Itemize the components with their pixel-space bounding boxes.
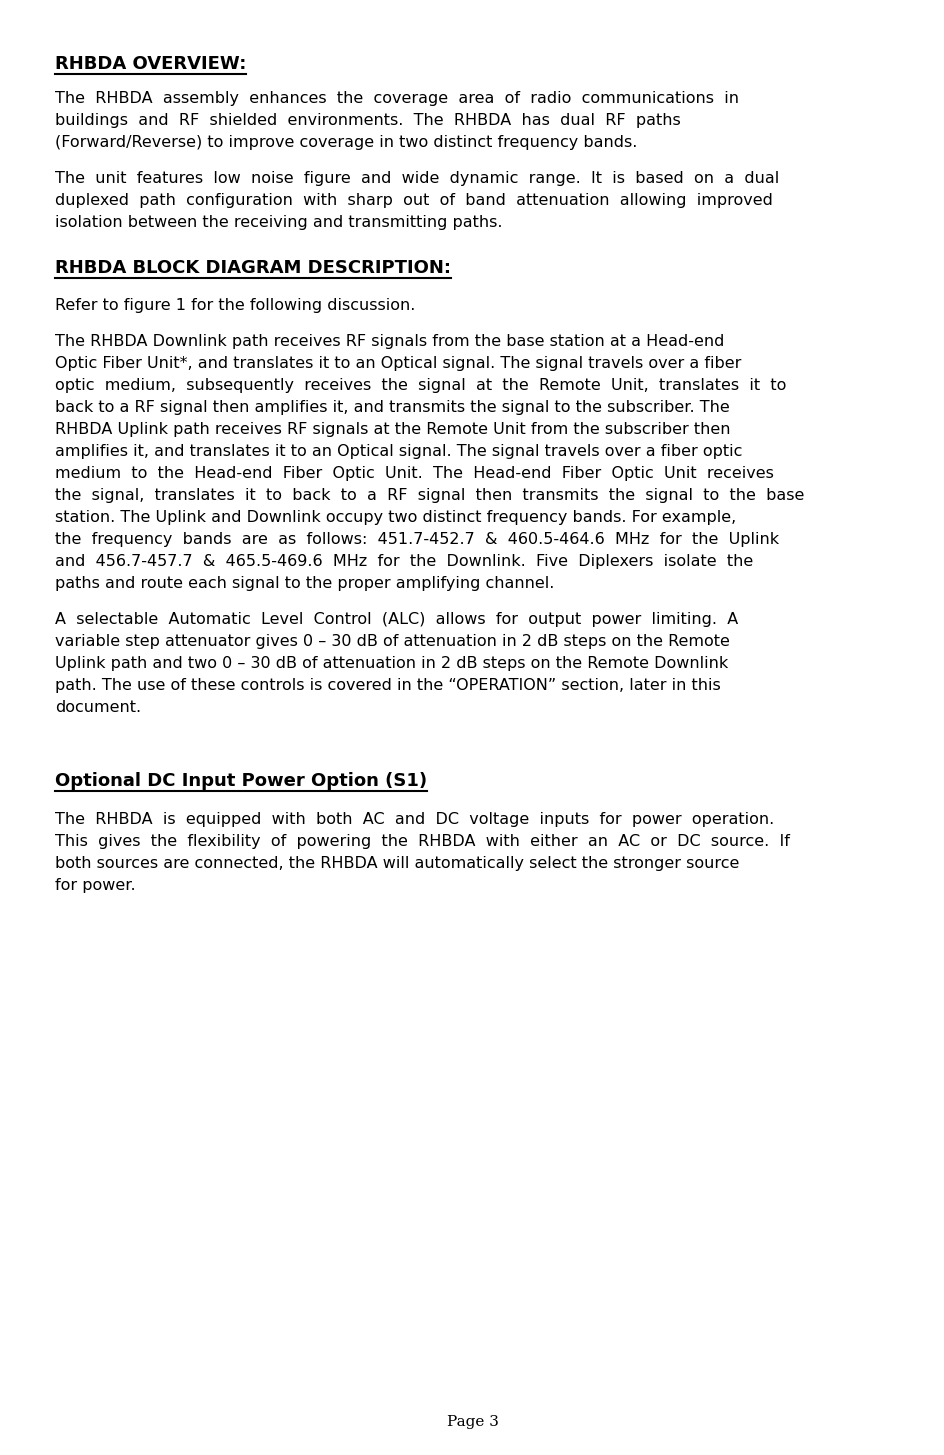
Text: the  frequency  bands  are  as  follows:  451.7-452.7  &  460.5-464.6  MHz  for : the frequency bands are as follows: 451.… — [55, 533, 778, 547]
Text: The  RHBDA  assembly  enhances  the  coverage  area  of  radio  communications  : The RHBDA assembly enhances the coverage… — [55, 90, 738, 106]
Text: path. The use of these controls is covered in the “OPERATION” section, later in : path. The use of these controls is cover… — [55, 678, 720, 693]
Text: medium  to  the  Head-end  Fiber  Optic  Unit.  The  Head-end  Fiber  Optic  Uni: medium to the Head-end Fiber Optic Unit.… — [55, 466, 773, 482]
Text: The  unit  features  low  noise  figure  and  wide  dynamic  range.  It  is  bas: The unit features low noise figure and w… — [55, 170, 779, 186]
Text: Page 3: Page 3 — [447, 1416, 497, 1429]
Text: station. The Uplink and Downlink occupy two distinct frequency bands. For exampl: station. The Uplink and Downlink occupy … — [55, 511, 735, 525]
Text: Optic Fiber Unit*, and translates it to an Optical signal. The signal travels ov: Optic Fiber Unit*, and translates it to … — [55, 356, 741, 371]
Text: document.: document. — [55, 700, 141, 714]
Text: and  456.7-457.7  &  465.5-469.6  MHz  for  the  Downlink.  Five  Diplexers  iso: and 456.7-457.7 & 465.5-469.6 MHz for th… — [55, 554, 752, 569]
Text: Uplink path and two 0 – 30 dB of attenuation in 2 dB steps on the Remote Downlin: Uplink path and two 0 – 30 dB of attenua… — [55, 656, 728, 671]
Text: A  selectable  Automatic  Level  Control  (ALC)  allows  for  output  power  lim: A selectable Automatic Level Control (AL… — [55, 613, 737, 627]
Text: The  RHBDA  is  equipped  with  both  AC  and  DC  voltage  inputs  for  power  : The RHBDA is equipped with both AC and D… — [55, 812, 773, 826]
Text: The RHBDA Downlink path receives RF signals from the base station at a Head-end: The RHBDA Downlink path receives RF sign… — [55, 335, 724, 349]
Text: This  gives  the  flexibility  of  powering  the  RHBDA  with  either  an  AC  o: This gives the flexibility of powering t… — [55, 834, 789, 848]
Text: buildings  and  RF  shielded  environments.  The  RHBDA  has  dual  RF  paths: buildings and RF shielded environments. … — [55, 112, 680, 128]
Text: Refer to figure 1 for the following discussion.: Refer to figure 1 for the following disc… — [55, 298, 415, 313]
Text: RHBDA BLOCK DIAGRAM DESCRIPTION:: RHBDA BLOCK DIAGRAM DESCRIPTION: — [55, 259, 450, 276]
Text: (Forward/Reverse) to improve coverage in two distinct frequency bands.: (Forward/Reverse) to improve coverage in… — [55, 134, 636, 150]
Text: isolation between the receiving and transmitting paths.: isolation between the receiving and tran… — [55, 214, 502, 230]
Text: RHBDA OVERVIEW:: RHBDA OVERVIEW: — [55, 55, 246, 73]
Text: the  signal,  translates  it  to  back  to  a  RF  signal  then  transmits  the : the signal, translates it to back to a R… — [55, 487, 803, 503]
Text: amplifies it, and translates it to an Optical signal. The signal travels over a : amplifies it, and translates it to an Op… — [55, 444, 742, 460]
Text: optic  medium,  subsequently  receives  the  signal  at  the  Remote  Unit,  tra: optic medium, subsequently receives the … — [55, 378, 785, 393]
Text: Optional DC Input Power Option (S1): Optional DC Input Power Option (S1) — [55, 773, 427, 790]
Text: for power.: for power. — [55, 877, 136, 893]
Text: paths and route each signal to the proper amplifying channel.: paths and route each signal to the prope… — [55, 576, 554, 591]
Text: RHBDA Uplink path receives RF signals at the Remote Unit from the subscriber the: RHBDA Uplink path receives RF signals at… — [55, 422, 730, 436]
Text: duplexed  path  configuration  with  sharp  out  of  band  attenuation  allowing: duplexed path configuration with sharp o… — [55, 192, 772, 208]
Text: variable step attenuator gives 0 – 30 dB of attenuation in 2 dB steps on the Rem: variable step attenuator gives 0 – 30 dB… — [55, 634, 729, 649]
Text: both sources are connected, the RHBDA will automatically select the stronger sou: both sources are connected, the RHBDA wi… — [55, 856, 738, 870]
Text: back to a RF signal then amplifies it, and transmits the signal to the subscribe: back to a RF signal then amplifies it, a… — [55, 400, 729, 415]
